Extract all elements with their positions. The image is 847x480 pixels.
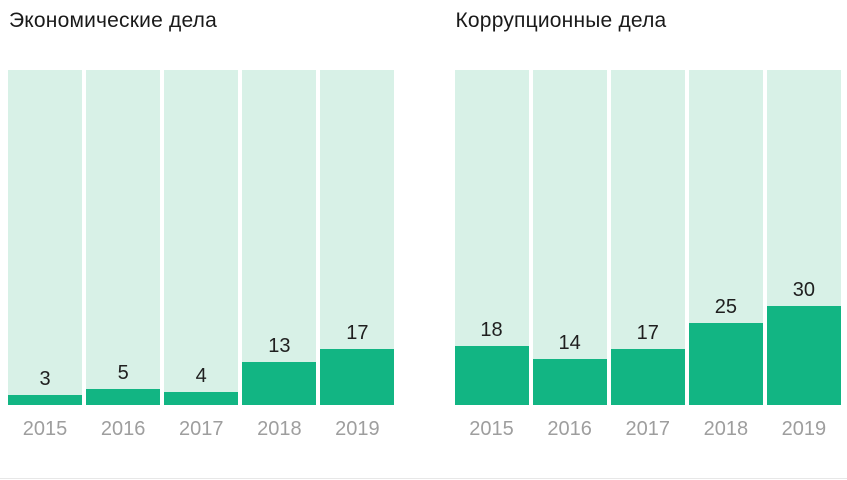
bar-fill (164, 391, 239, 405)
bar-value-label: 18 (480, 318, 503, 341)
bar-value-label: 14 (558, 332, 581, 355)
x-axis-labels: 2015 2016 2017 2018 2019 (8, 418, 395, 440)
x-axis-label: 2017 (178, 418, 224, 440)
bar-fill (86, 388, 161, 405)
bar-fill (320, 349, 395, 405)
bar-fill (766, 306, 841, 405)
chart-title: Коррупционные дела (455, 9, 667, 32)
x-axis-label: 2016 (547, 418, 592, 440)
bar-fill (610, 349, 685, 405)
bar-column: 30 (766, 70, 841, 405)
bar-fill (688, 322, 763, 405)
bar-chart: 3 5 4 13 17 (8, 70, 395, 405)
x-axis-label: 2017 (625, 418, 670, 440)
x-axis-label: 2018 (703, 418, 749, 440)
bar-column: 5 (86, 70, 161, 405)
bar-column: 18 (454, 70, 529, 405)
chart-economic-cases: Экономические дела 3 5 4 13 17 2015 2016 2017 2… (8, 9, 395, 440)
bar-column: 17 (610, 70, 685, 405)
bottom-divider (0, 478, 847, 479)
bar-column: 17 (320, 70, 395, 405)
chart-corruption-cases: Коррупционные дела 18 14 17 25 30 2015 2016 20… (454, 9, 842, 440)
bar-fill (242, 362, 317, 405)
bar-value-label: 30 (792, 279, 816, 302)
x-axis-labels: 2015 2016 2017 2018 2019 (455, 418, 842, 440)
bar-column: 4 (164, 70, 239, 405)
chart-title: Экономические дела (9, 9, 217, 32)
bar-fill (8, 395, 83, 405)
bar-value-label: 17 (346, 322, 369, 345)
bar-column: 3 (8, 70, 83, 405)
x-axis-label: 2019 (781, 418, 827, 440)
x-axis-label: 2016 (100, 418, 146, 440)
bar-value-label: 13 (268, 335, 291, 358)
bar-fill (532, 359, 607, 405)
x-axis-label: 2018 (257, 418, 302, 440)
x-axis-label: 2019 (335, 418, 380, 440)
bar-value-label: 3 (39, 368, 51, 391)
bar-column: 14 (532, 70, 607, 405)
bar-value-label: 4 (195, 364, 207, 387)
bar-value-label: 17 (636, 322, 659, 345)
x-axis-label: 2015 (22, 418, 68, 440)
bar-value-label: 25 (714, 295, 737, 318)
bar-chart: 18 14 17 25 30 (454, 70, 842, 405)
bar-column: 25 (688, 70, 763, 405)
bar-value-label: 5 (117, 361, 129, 384)
bar-column: 13 (242, 70, 317, 405)
x-axis-label: 2015 (469, 418, 514, 440)
charts-row: Экономические дела 3 5 4 13 17 2015 2016 2017 2… (8, 9, 842, 440)
bar-fill (454, 345, 529, 405)
